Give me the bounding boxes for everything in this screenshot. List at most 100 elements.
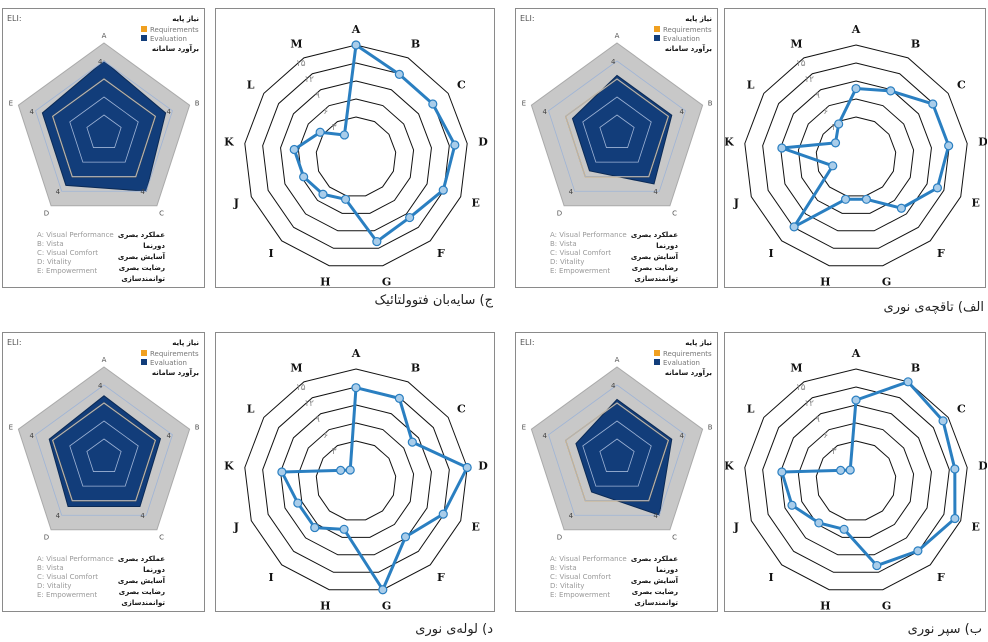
radar-grid-ring xyxy=(780,80,932,232)
radar-grid-ring xyxy=(297,422,415,538)
radar-point-c xyxy=(428,99,438,109)
radar-point-g xyxy=(378,585,388,595)
eli-criterion-fa: رضایت بصری xyxy=(632,264,678,272)
eli-grid-ring xyxy=(582,96,652,163)
eli-legend-swatch-requirements xyxy=(141,350,147,356)
eli-axis-label-d: D xyxy=(557,533,562,541)
eli-legend-requirements: Requirements xyxy=(150,26,199,34)
eli-grid-ring xyxy=(565,78,669,178)
eli-legend-swatch-evaluation xyxy=(654,359,660,365)
eli-criterion-fa: آسایش بصری xyxy=(118,576,166,585)
eli-axis-label-b: B xyxy=(195,100,200,108)
radar-axis-label-j: J xyxy=(733,520,739,533)
eli-tick-label: 4 xyxy=(56,188,61,196)
radar-point-f xyxy=(896,203,906,213)
eli-legend-title: نیاز پایه xyxy=(685,15,712,23)
eli-panel-light-pipe: ELI: A 4 B 4 C 4 D 4 E 4 نیاز پایه Requirements Evalu… xyxy=(2,332,205,612)
eli-criterion-fa: عملکرد بصری xyxy=(118,555,165,563)
radar-axis-label-i: I xyxy=(769,247,774,260)
radar-ring-tick-label: ۱۵ xyxy=(296,59,306,69)
eli-axis-label-e: E xyxy=(9,100,13,108)
radar-point-d xyxy=(944,141,954,151)
radar-point-g xyxy=(372,236,382,247)
eli-corner-label: ELI: xyxy=(7,338,22,347)
eli-axis-label-c: C xyxy=(672,209,677,217)
eli-criterion-en: D: Vitality xyxy=(550,582,584,590)
eli-criterion-fa: رضایت بصری xyxy=(632,588,678,596)
eli-evaluation-area xyxy=(571,74,673,185)
eli-criterion-fa: رضایت بصری xyxy=(119,264,165,272)
radar-axis-label-b: B xyxy=(411,38,420,51)
radar-point-c xyxy=(938,416,948,426)
eli-grid-ring xyxy=(548,60,686,192)
caption-pv-shade: ج) سایه‌بان فتوولتائیک xyxy=(374,293,493,308)
radar-axis-label-c: C xyxy=(457,402,466,415)
radar-ring-tick-label: ۱۵ xyxy=(796,59,806,69)
eli-axis-label-c: C xyxy=(672,533,677,541)
radar-point-e xyxy=(932,183,943,193)
radar-ring-tick-label: ۱۲ xyxy=(804,75,814,85)
radar-axis-label-i: I xyxy=(269,571,274,584)
eli-legend-estimate: برآورد سامانه xyxy=(665,44,713,53)
radar-axis-label-c: C xyxy=(957,402,966,415)
eli-axis-label-b: B xyxy=(195,424,200,432)
eli-corner-label: ELI: xyxy=(7,14,22,23)
radar-point-j xyxy=(299,172,309,182)
eli-tick-label: 4 xyxy=(30,432,35,440)
eli-criterion-fa: آسایش بصری xyxy=(631,576,679,585)
radar-point-g xyxy=(861,194,872,204)
eli-criterion-en: D: Vitality xyxy=(550,258,584,266)
radar-axis-label-l: L xyxy=(247,402,255,415)
eli-criterion-en: C: Visual Comfort xyxy=(550,573,611,581)
eli-tick-label: 4 xyxy=(98,58,103,66)
eli-criterion-fa: عملکرد بصری xyxy=(631,555,678,563)
radar-point-l xyxy=(315,127,325,137)
eli-grid-ring xyxy=(599,438,635,472)
eli-grid-ring xyxy=(35,60,173,192)
eli-legend-estimate: برآورد سامانه xyxy=(152,368,200,377)
eli-criterion-en: E: Empowerment xyxy=(37,591,97,599)
eli-criterion-fa: دورنما xyxy=(143,242,165,250)
eli-axis-label-a: A xyxy=(615,32,620,40)
eli-grid-ring xyxy=(52,402,156,502)
radar-axis-label-e: E xyxy=(971,520,979,533)
eli-grid-ring xyxy=(565,402,669,502)
radar-axis-label-k: K xyxy=(725,460,734,473)
radar-axis-label-g: G xyxy=(882,599,891,612)
radar-series-line xyxy=(280,386,469,592)
radar-axis-label-a: A xyxy=(351,347,361,360)
radar-axis-label-l: L xyxy=(747,402,755,415)
radar-point-d xyxy=(950,464,960,474)
radar-series-line xyxy=(780,87,951,229)
eli-criterion-fa: دورنما xyxy=(656,566,678,574)
radar-point-j xyxy=(293,498,303,508)
radar-axis-label-e: E xyxy=(471,196,479,209)
eli-criterion-en: B: Vista xyxy=(550,564,577,572)
radar-axis-label-m: M xyxy=(290,38,302,51)
radar-point-m xyxy=(834,119,844,129)
radar-ring-tick-label: ۶ xyxy=(823,107,828,117)
radar-ring-tick-label: ۱۵ xyxy=(296,383,306,393)
radar-point-b xyxy=(903,377,913,387)
eli-criterion-en: B: Vista xyxy=(550,240,577,248)
eli-criterion-fa: عملکرد بصری xyxy=(118,231,165,239)
eli-criterion-en: E: Empowerment xyxy=(550,267,610,275)
radar-point-g xyxy=(872,560,882,571)
eli-tick-label: 4 xyxy=(653,512,658,520)
radar-point-h xyxy=(840,194,851,204)
radar-axis-label-k: K xyxy=(224,136,234,149)
eli-tick-label: 4 xyxy=(679,432,684,440)
eli-criterion-fa: آسایش بصری xyxy=(118,252,166,261)
radar-ring-tick-label: ۹ xyxy=(815,415,820,425)
eli-criterion-en: D: Vitality xyxy=(37,258,71,266)
eli-criterion-en: E: Empowerment xyxy=(550,591,610,599)
eli-axis-label-b: B xyxy=(708,424,713,432)
radar-grid-ring xyxy=(280,404,432,556)
radar-ring-tick-label: ۳ xyxy=(832,447,837,457)
eli-axis-label-d: D xyxy=(44,209,49,217)
eli-grid-ring xyxy=(548,384,686,516)
eli-legend-requirements: Requirements xyxy=(663,26,712,34)
radar-point-m xyxy=(345,465,355,475)
eli-axis-label-c: C xyxy=(159,209,164,217)
